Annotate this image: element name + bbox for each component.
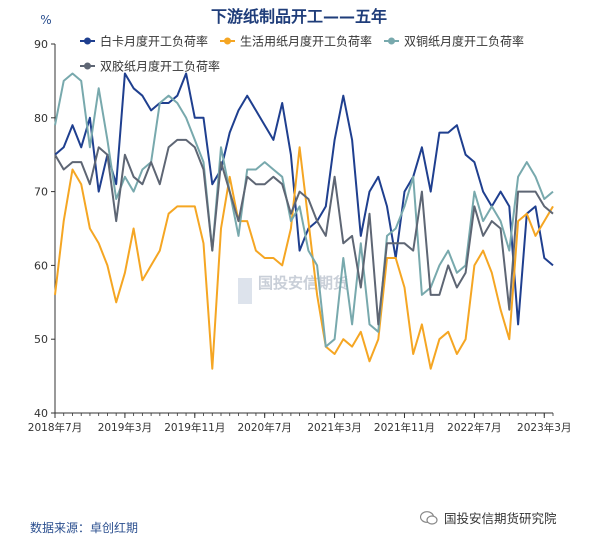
- chart-title: 下游纸制品开工——五年: [210, 7, 387, 26]
- watermark-logo: [238, 278, 252, 304]
- y-tick-label: 90: [34, 38, 48, 51]
- series-line-1: [54, 72, 554, 326]
- series-line-3: [54, 72, 554, 348]
- x-tick-label: 2022年7月: [447, 421, 501, 434]
- legend-swatch-marker: [224, 37, 231, 45]
- y-tick-label: 50: [34, 333, 48, 346]
- legend-label: 白卡月度开工负荷率: [100, 34, 208, 49]
- watermark-text: 国投安信期货: [258, 274, 349, 292]
- legend-swatch-marker: [388, 37, 395, 45]
- x-tick-label: 2019年3月: [98, 421, 152, 434]
- legend-label: 生活用纸月度开工负荷率: [240, 34, 372, 49]
- x-tick-label: 2021年11月: [374, 421, 435, 434]
- brand-name: 国投安信期货研究院: [444, 511, 557, 526]
- x-tick-label: 2021年3月: [307, 421, 361, 434]
- series-line-4: [54, 138, 554, 326]
- x-tick-label: 2019年11月: [164, 421, 225, 434]
- legend-swatch-marker: [84, 37, 91, 45]
- y-tick-label: 60: [34, 259, 48, 272]
- x-tick-label: 2023年3月: [517, 421, 571, 434]
- y-tick-label: 70: [34, 186, 48, 199]
- wechat-icon: [420, 511, 438, 525]
- legend-label: 双铜纸月度开工负荷率: [404, 34, 524, 49]
- x-tick-label: 2018年7月: [28, 421, 82, 434]
- series-line-2: [54, 146, 554, 370]
- y-tick-label: 80: [34, 112, 48, 125]
- data-source: 数据来源：卓创红期: [30, 521, 139, 535]
- legend-label: 双胶纸月度开工负荷率: [100, 59, 220, 74]
- y-tick-label: 40: [34, 407, 48, 420]
- legend-swatch-marker: [84, 62, 91, 70]
- x-tick-label: 2020年7月: [237, 421, 291, 434]
- y-unit-label: %: [40, 13, 51, 27]
- brand-footer: 国投安信期货研究院: [420, 508, 557, 527]
